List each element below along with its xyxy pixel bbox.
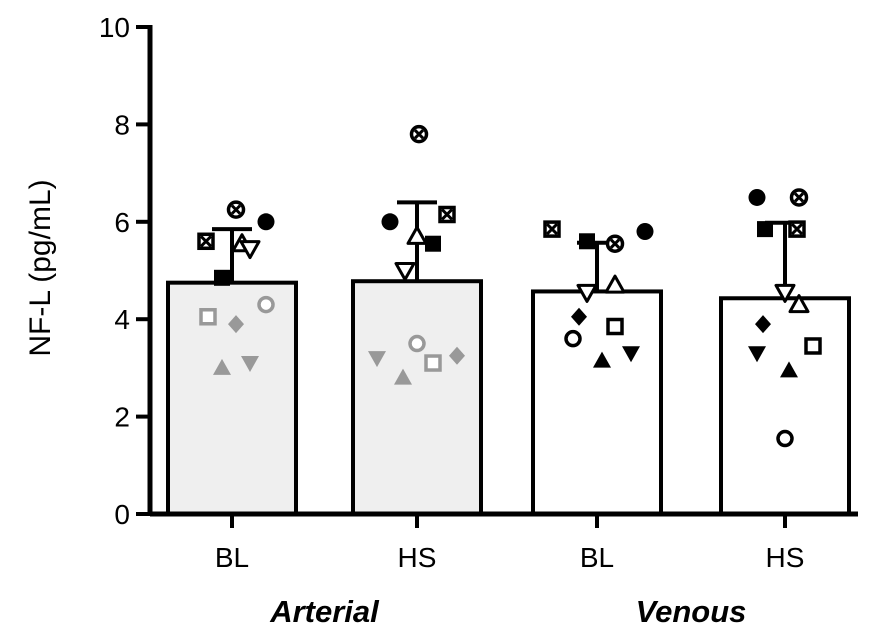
bar bbox=[166, 280, 298, 516]
data-point bbox=[394, 262, 416, 281]
data-point bbox=[748, 346, 766, 363]
data-point bbox=[199, 308, 217, 326]
data-point bbox=[239, 240, 261, 260]
data-point bbox=[774, 283, 796, 303]
data-point bbox=[571, 307, 587, 326]
data-point bbox=[593, 351, 611, 368]
x-tick-label: HS bbox=[766, 542, 805, 573]
data-point bbox=[226, 200, 246, 219]
data-point bbox=[788, 220, 806, 238]
y-tick-label: 0 bbox=[114, 499, 130, 530]
bar bbox=[719, 296, 851, 516]
data-point bbox=[425, 235, 441, 252]
group-label: Arterial bbox=[269, 594, 380, 629]
x-axis-labels: BL HS BL HS Arterial Venous bbox=[215, 514, 805, 629]
data-point bbox=[776, 429, 794, 448]
data-point bbox=[438, 205, 456, 224]
data-point bbox=[804, 337, 822, 355]
data-point bbox=[606, 317, 624, 336]
data-point bbox=[788, 294, 810, 314]
group-label: Venous bbox=[636, 594, 747, 629]
y-axis-title: NF-L (pg/mL) bbox=[24, 179, 57, 356]
data-point bbox=[424, 354, 442, 372]
points-layer bbox=[197, 124, 822, 448]
x-tick-label: BL bbox=[215, 542, 249, 573]
data-point bbox=[408, 334, 426, 353]
bar bbox=[531, 289, 663, 517]
bars-layer bbox=[166, 200, 851, 517]
data-point bbox=[755, 315, 771, 334]
data-point bbox=[780, 361, 798, 378]
data-point bbox=[543, 220, 561, 238]
data-point bbox=[381, 213, 399, 231]
data-point bbox=[213, 358, 231, 375]
y-tick-label: 8 bbox=[114, 109, 130, 140]
data-point bbox=[757, 221, 773, 238]
y-tick-label: 2 bbox=[114, 402, 130, 433]
data-point bbox=[409, 124, 429, 144]
data-point bbox=[576, 283, 598, 303]
data-point bbox=[789, 188, 809, 207]
data-point bbox=[257, 213, 275, 231]
data-point bbox=[636, 223, 654, 241]
data-point bbox=[748, 188, 766, 206]
bar bbox=[351, 279, 483, 516]
data-point bbox=[449, 346, 465, 365]
y-axis: 0 2 4 6 8 10 bbox=[99, 12, 858, 530]
y-tick-label: 4 bbox=[114, 304, 130, 335]
x-tick-label: HS bbox=[398, 542, 437, 573]
data-point bbox=[257, 295, 275, 314]
y-tick-label: 10 bbox=[99, 12, 130, 43]
data-point bbox=[241, 356, 259, 373]
data-point bbox=[368, 351, 386, 368]
data-point bbox=[228, 315, 244, 334]
x-tick-label: BL bbox=[580, 542, 614, 573]
data-point bbox=[579, 233, 595, 250]
data-point bbox=[605, 234, 625, 253]
data-point bbox=[214, 269, 230, 286]
y-tick-label: 6 bbox=[114, 207, 130, 238]
data-point bbox=[197, 232, 215, 251]
data-point bbox=[564, 329, 582, 348]
data-point bbox=[406, 225, 428, 245]
data-point bbox=[622, 346, 640, 363]
data-point bbox=[394, 368, 412, 385]
data-point bbox=[604, 274, 626, 294]
